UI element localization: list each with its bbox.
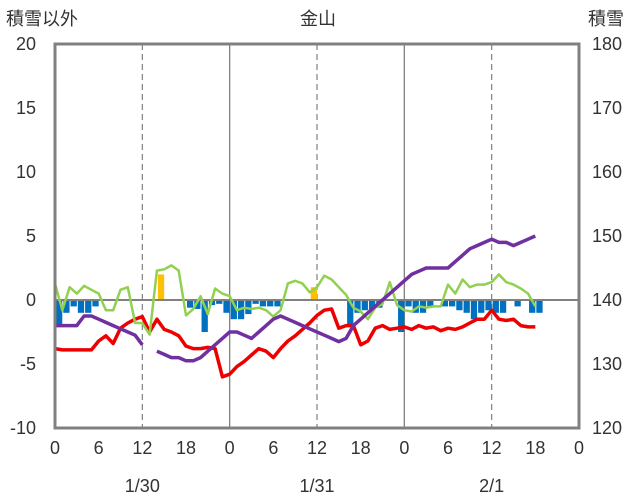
precipitation-bar-8 [194, 300, 201, 309]
precipitation-bar-23 [368, 300, 376, 311]
precipitation-bar-35 [470, 300, 478, 320]
x-tick-label-12: 0 [574, 438, 584, 458]
left-tick-label-2: 10 [16, 162, 36, 182]
precipitation-bar-18 [267, 300, 274, 307]
precipitation-bar-43 [529, 300, 536, 313]
right-tick-label-2: 160 [592, 162, 622, 182]
right-tick-label-0: 180 [592, 34, 622, 54]
left-tick-label-0: 20 [16, 34, 36, 54]
sunshine-bar-1 [310, 287, 317, 300]
x-tick-label-4: 0 [225, 438, 235, 458]
x-tick-label-1: 6 [94, 438, 104, 458]
precipitation-bar-5 [92, 300, 99, 307]
x-tick-label-11: 18 [525, 438, 545, 458]
precipitation-bar-27 [412, 300, 419, 313]
date-label-2: 2/1 [479, 476, 504, 496]
right-tick-label-5: 130 [592, 354, 622, 374]
precipitation-bar-20 [347, 300, 354, 326]
precipitation-bar-7 [187, 300, 194, 308]
precipitation-bar-29 [427, 300, 434, 307]
right-tick-label-1: 170 [592, 98, 622, 118]
left-axis-label: 積雪以外 [6, 9, 78, 30]
precipitation-bar-44 [536, 300, 543, 313]
left-tick-label-4: 0 [26, 290, 36, 310]
plot-frame [53, 42, 581, 430]
x-tick-label-10: 12 [482, 438, 502, 458]
precipitation-bar-2 [70, 300, 77, 307]
precipitation-bar-21 [354, 300, 361, 313]
x-tick-label-9: 6 [443, 438, 453, 458]
precipitation-bar-16 [252, 300, 259, 304]
precipitation-bar-41 [514, 300, 521, 307]
precipitation-bar-32 [449, 300, 456, 307]
left-tick-label-6: -10 [10, 418, 36, 438]
x-tick-label-6: 12 [307, 438, 327, 458]
precipitation-bar-31 [441, 300, 448, 307]
precipitation-bar-37 [485, 300, 492, 311]
precipitation-bar-39 [499, 300, 507, 313]
precipitation-bar-19 [274, 300, 281, 307]
precipitation-bar-26 [405, 300, 412, 307]
precipitation-bar-15 [245, 300, 252, 315]
precipitation-bar-12 [223, 300, 230, 313]
right-axis-label: 積雪 [588, 9, 624, 30]
x-tick-label-8: 0 [399, 438, 409, 458]
snow_depth-series-line [55, 234, 537, 363]
x-tick-label-5: 6 [268, 438, 278, 458]
left-tick-label-1: 15 [16, 98, 36, 118]
precipitation-bar-1 [63, 300, 70, 313]
x-tick-label-7: 18 [351, 438, 371, 458]
precipitation-bar-0 [56, 300, 63, 326]
wind-series-line [53, 264, 537, 336]
x-tick-label-2: 12 [132, 438, 152, 458]
x-tick-label-3: 18 [176, 438, 196, 458]
precipitation-bar-17 [259, 300, 267, 307]
precipitation-bar-9 [201, 300, 208, 332]
precipitation-bar-38 [492, 300, 499, 313]
precipitation-bar-33 [456, 300, 463, 311]
precipitation-bar-34 [463, 300, 470, 313]
chart-title: 金山 [300, 9, 336, 30]
left-tick-label-3: 5 [26, 226, 36, 246]
precipitation-bar-13 [230, 300, 237, 320]
precipitation-bar-22 [361, 300, 368, 311]
precipitation-bar-11 [216, 300, 223, 304]
x-tick-label-0: 0 [50, 438, 60, 458]
date-label-1: 1/31 [299, 476, 334, 496]
date-label-0: 1/30 [125, 476, 160, 496]
temperature-series-line [54, 307, 536, 379]
right-tick-label-6: 120 [592, 418, 622, 438]
precipitation-bar-3 [77, 300, 85, 313]
precipitation-bar-4 [85, 300, 92, 313]
precipitation-bar-25 [398, 300, 405, 332]
right-tick-label-3: 150 [592, 226, 622, 246]
left-tick-label-5: -5 [20, 354, 36, 374]
sunshine-bar-0 [157, 274, 165, 300]
precipitation-bar-36 [478, 300, 485, 313]
right-tick-label-4: 140 [592, 290, 622, 310]
